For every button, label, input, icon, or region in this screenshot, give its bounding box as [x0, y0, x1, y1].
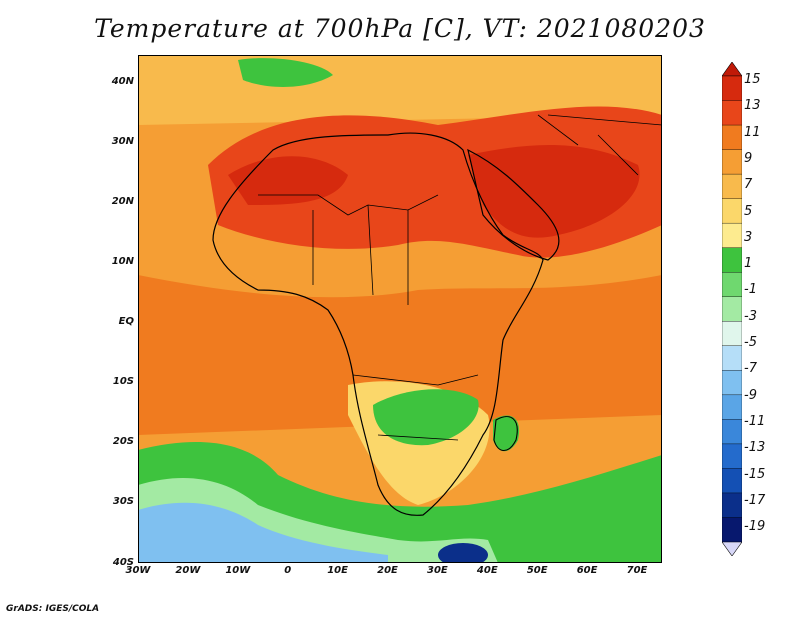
- field-green-central: [373, 389, 479, 446]
- lat-tick-label: EQ: [118, 316, 134, 327]
- colorbar-tick-label: -15: [744, 466, 766, 482]
- lat-tick-label: 30S: [112, 496, 134, 507]
- colorbar-swatch: [722, 394, 742, 421]
- colorbar-tick-label: -9: [744, 387, 757, 403]
- colorbar-swatch: [722, 443, 742, 470]
- lat-tick-label: 40N: [111, 76, 134, 87]
- map-title: Temperature at 700hPa [C], VT: 202108020…: [94, 14, 706, 43]
- colorbar-swatch: [722, 149, 742, 175]
- field-equatorial: [138, 275, 662, 435]
- colorbar-tick-label: 11: [744, 124, 761, 140]
- lon-tick-label: 0: [284, 565, 292, 576]
- lon-tick-label: 20E: [377, 565, 398, 576]
- colorbar-swatch: [722, 492, 742, 519]
- colorbar-swatch: [722, 321, 742, 347]
- credit-text: GrADS: IGES/COLA: [6, 604, 100, 614]
- madagascar-outline: [493, 416, 518, 452]
- colorbar-swatch: [722, 296, 742, 322]
- colorbar-swatch: [722, 419, 742, 445]
- arabia-outline: [467, 148, 560, 261]
- colorbar-swatch: [722, 468, 742, 494]
- colorbar-swatch: [722, 222, 742, 249]
- border-lines-asia: [537, 114, 662, 176]
- lat-tick-label: 10S: [112, 376, 134, 387]
- colorbar-tick-label: -7: [744, 361, 757, 377]
- colorbar-swatch: [722, 517, 742, 543]
- temperature-map: [138, 55, 662, 563]
- colorbar-tick-label: 1: [744, 256, 753, 272]
- colorbar-tick-label: 13: [744, 98, 761, 114]
- colorbar-tick-label: 15: [744, 72, 761, 87]
- map-frame: [138, 55, 662, 563]
- lat-tick-label: 30N: [111, 136, 134, 147]
- colorbar-tick-label: -11: [744, 413, 766, 429]
- colorbar-bottom-arrow: [722, 541, 742, 556]
- colorbar: [722, 62, 742, 556]
- colorbar-swatch: [722, 345, 742, 372]
- colorbar-tick-label: 3: [744, 229, 753, 245]
- lat-tick-label: 20N: [111, 196, 134, 207]
- lat-tick-label: 10N: [111, 256, 134, 267]
- lon-tick-label: 30E: [427, 565, 448, 576]
- colorbar-tick-label: -19: [744, 519, 766, 535]
- colorbar-tick-label: 9: [744, 150, 753, 166]
- colorbar-tick-label: -1: [744, 282, 757, 298]
- colorbar-swatch: [722, 124, 742, 151]
- lon-tick-label: 10E: [327, 565, 348, 576]
- colorbar-tick-label: -17: [744, 492, 766, 508]
- colorbar-swatch: [722, 370, 742, 396]
- colorbar-top-arrow: [722, 62, 742, 77]
- field-south-blue: [138, 502, 388, 563]
- field-sahara-hottest: [228, 156, 348, 205]
- colorbar-swatch: [722, 75, 742, 102]
- lon-tick-label: 10W: [225, 565, 251, 576]
- colorbar-tick-label: 7: [744, 177, 753, 193]
- border-lines-inner: [312, 204, 479, 441]
- border-lines-north: [258, 194, 439, 216]
- lon-tick-label: 30W: [125, 565, 151, 576]
- colorbar-swatch: [722, 100, 742, 126]
- africa-outline: [212, 132, 544, 516]
- colorbar-swatch: [722, 173, 742, 200]
- colorbar-tick-label: 5: [744, 203, 753, 219]
- colorbar-swatch: [722, 247, 742, 273]
- lon-tick-label: 40E: [476, 565, 498, 576]
- field-green-madagascar: [493, 415, 520, 452]
- colorbar-tick-label: -13: [744, 440, 766, 456]
- field-green-europe: [238, 58, 333, 87]
- colorbar-swatch: [722, 198, 742, 224]
- field-arabia-hottest: [468, 145, 640, 238]
- lon-tick-label: 60E: [576, 565, 598, 576]
- colorbar-swatch: [722, 272, 742, 298]
- field-cold-core: [438, 543, 488, 563]
- lon-tick-label: 70E: [626, 565, 648, 576]
- lon-tick-label: 50E: [526, 565, 548, 576]
- map-canvas: [138, 55, 662, 563]
- lat-tick-label: 40S: [112, 557, 134, 568]
- colorbar-tick-label: -3: [744, 308, 757, 324]
- colorbar-tick-label: -5: [744, 335, 757, 350]
- lon-tick-label: 20W: [175, 565, 201, 576]
- lat-tick-label: 20S: [112, 436, 134, 447]
